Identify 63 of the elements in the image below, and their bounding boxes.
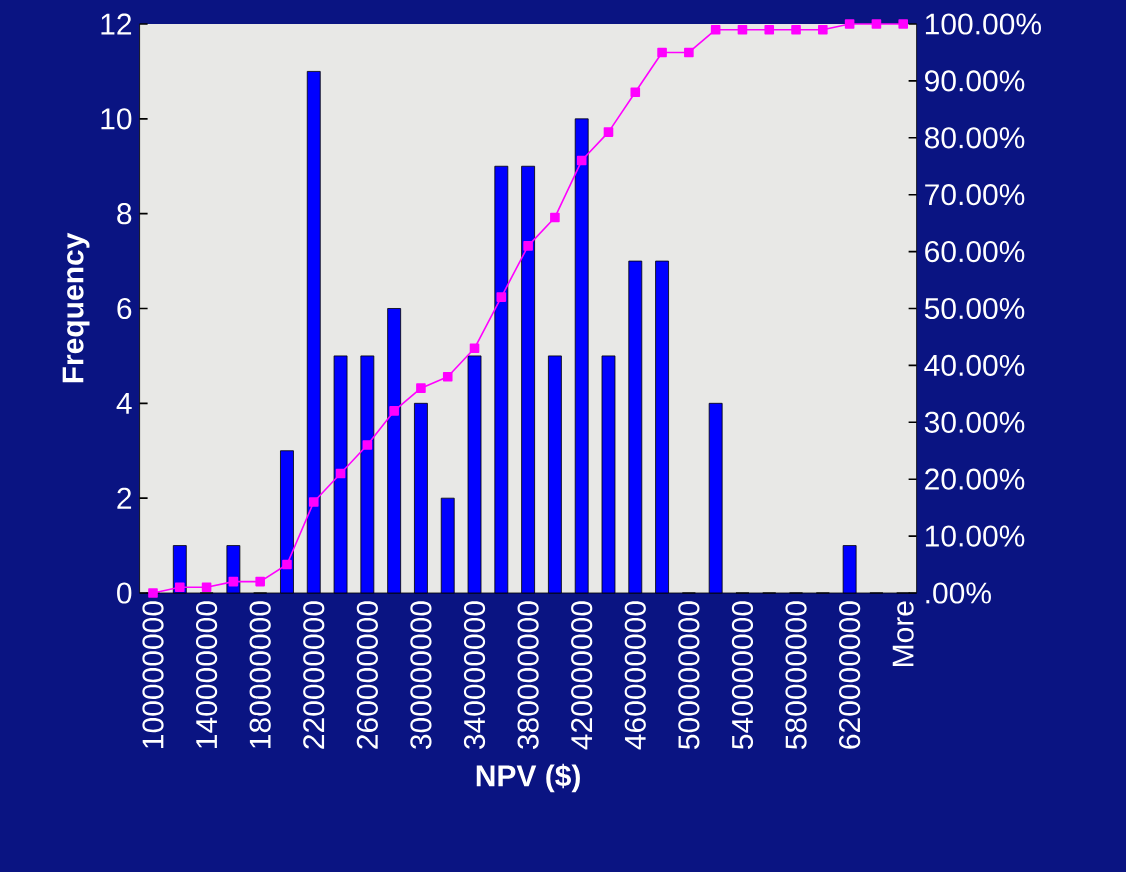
y-tick-label: 2 bbox=[117, 487, 132, 509]
point bbox=[764, 24, 775, 35]
point bbox=[523, 241, 533, 251]
x-tick-label: 340000000 bbox=[463, 601, 486, 750]
x-tick-label: 500000000 bbox=[678, 601, 700, 750]
point bbox=[201, 582, 212, 593]
x-tick-label: 300000000 bbox=[410, 601, 432, 750]
x-tick-label: 260000000 bbox=[356, 601, 378, 749]
point bbox=[710, 24, 721, 35]
y-tick-label: 0 bbox=[117, 582, 132, 604]
x-tick-label: More bbox=[892, 601, 914, 666]
point bbox=[657, 47, 667, 58]
y2-tick-label: 20.00% bbox=[925, 468, 1025, 490]
point bbox=[389, 406, 399, 416]
y-tick-label: 6 bbox=[117, 297, 132, 320]
x-tick-label: 140000000 bbox=[195, 601, 218, 748]
x-tick-label: 620000000 bbox=[839, 601, 861, 749]
point bbox=[684, 47, 694, 58]
point bbox=[496, 292, 507, 302]
point bbox=[148, 588, 158, 598]
y-tick-label: 4 bbox=[116, 393, 132, 414]
x-axis-title: NPV ($) bbox=[476, 763, 580, 793]
point bbox=[630, 87, 641, 98]
point bbox=[871, 19, 882, 29]
x-tick-label: 180000000 bbox=[249, 601, 271, 748]
y-tick-label: 10 bbox=[101, 108, 132, 130]
y-axis-title: Frequency bbox=[62, 232, 90, 383]
y-tick-label: 8 bbox=[117, 203, 132, 225]
point bbox=[844, 19, 855, 29]
y2-tick-label: 50.00% bbox=[924, 297, 1025, 320]
y2-tick-label: 40.00% bbox=[924, 354, 1025, 376]
x-tick-label: 380000000 bbox=[517, 601, 539, 750]
y2-tick-label: 100.00% bbox=[925, 13, 1041, 35]
x-tick-label: 220000000 bbox=[303, 601, 325, 749]
y2-tick-label: 70.00% bbox=[925, 184, 1025, 206]
point bbox=[362, 440, 373, 450]
point bbox=[335, 468, 346, 479]
y2-tick-label: 10.00% bbox=[925, 525, 1025, 547]
y-tick-label: 12 bbox=[101, 13, 132, 35]
point bbox=[550, 212, 560, 223]
point bbox=[469, 343, 480, 354]
x-tick-label: 580000000 bbox=[785, 601, 807, 750]
y2-tick-label: 60.00% bbox=[925, 240, 1025, 263]
y2-tick-label: 90.00% bbox=[925, 70, 1025, 92]
point bbox=[416, 383, 426, 393]
point bbox=[175, 582, 185, 593]
point bbox=[308, 497, 319, 507]
x-tick-label: 460000000 bbox=[624, 601, 646, 750]
y2-tick-label: .00% bbox=[926, 582, 991, 604]
point bbox=[737, 24, 748, 35]
y2-tick-label: 30.00% bbox=[924, 411, 1025, 433]
x-tick-label: 100000000 bbox=[142, 601, 164, 748]
point bbox=[442, 371, 453, 382]
point bbox=[282, 559, 292, 570]
point bbox=[898, 19, 909, 29]
point bbox=[255, 576, 265, 587]
y2-tick-label: 80.00% bbox=[924, 127, 1025, 149]
point bbox=[576, 155, 587, 166]
x-tick-label: 420000000 bbox=[571, 601, 593, 750]
point bbox=[818, 24, 828, 35]
x-tick-label: 540000000 bbox=[731, 601, 754, 750]
point bbox=[603, 127, 614, 137]
point bbox=[791, 24, 801, 35]
